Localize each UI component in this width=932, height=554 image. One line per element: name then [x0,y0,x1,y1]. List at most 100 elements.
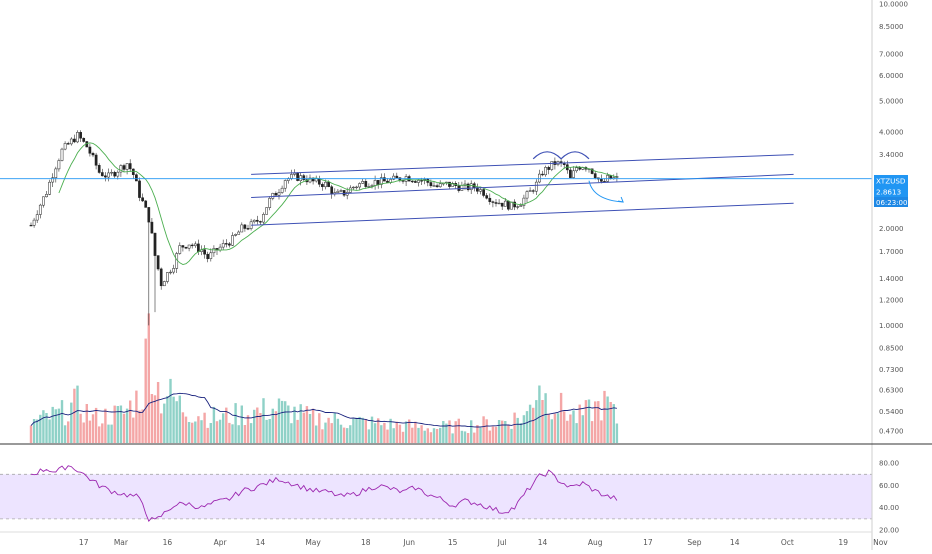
volume-bar [408,419,411,443]
volume-bar [528,404,532,443]
volume-bar [203,412,206,443]
date-tick-label: 14 [730,538,740,547]
head-shoulder-arc [532,151,562,160]
volume-bar [36,419,39,443]
candle-body [51,177,55,183]
volume-bar [361,417,364,443]
volume-bar [73,388,76,443]
candle-body [73,138,76,143]
volume-bar [463,431,467,443]
candle-body [569,169,572,178]
volume-bar [141,409,144,443]
volume-bar [32,419,36,443]
candle-body [376,180,380,185]
volume-bar [274,411,278,443]
volume-bar [615,423,619,443]
candle-body [91,153,95,156]
candle-body [435,185,439,188]
date-tick-label: 19 [838,538,848,547]
volume-bar [584,400,588,443]
volume-bar [240,405,243,443]
candle-body [373,180,377,186]
volume-bar [290,423,293,443]
candle-body [283,180,287,189]
candle-body [193,243,197,247]
volume-bar [603,390,606,443]
candle-body [296,172,299,181]
volume-bar [370,416,374,443]
volume-bar [401,431,405,443]
volume-bar [587,399,591,443]
candle-body [79,132,82,139]
volume-bar [501,420,504,443]
date-tick-label: 18 [361,538,371,547]
volume-bar [222,413,225,443]
volume-bar [67,421,70,443]
candle-body [224,243,228,245]
candle-body [274,193,278,196]
volume-bar [445,423,448,443]
candles-group [29,130,619,326]
price-tick-label: 0.8500 [879,345,904,353]
volume-bar [519,423,522,443]
candle-body [45,194,48,198]
candle-body [364,181,368,187]
volume-bar [442,421,445,443]
volume-bar [88,420,92,443]
volume-bar [513,412,516,443]
moving-average-group [58,142,618,265]
volume-bar [488,430,491,443]
volume-bar [98,426,101,443]
volume-bar [466,433,470,443]
volume-bar [191,422,194,443]
volume-bar [333,412,336,443]
candle-body [113,172,117,177]
volume-bar [225,407,228,443]
volume-bar [175,401,178,443]
candle-body [240,224,244,233]
channel-middle-line [251,173,794,198]
countdown-badge [874,197,908,207]
date-tick-label: 17 [643,538,653,547]
volume-bar [271,408,274,443]
price-tick-label: 10.0000 [879,1,908,9]
volume-bar [476,425,479,443]
volume-bar [156,382,160,443]
volume-bar [318,413,321,443]
volume-bar [612,404,615,443]
volume-bar [479,427,482,443]
candle-body [82,137,86,142]
candle-body [76,132,79,143]
candle-body [460,185,464,191]
candle-body [144,200,148,208]
rsi-line-group [30,465,618,522]
candle-body [265,207,268,215]
candle-body [497,202,501,205]
candle-body [432,185,436,187]
candle-body [162,281,166,287]
candle-body [268,198,272,208]
candle-body [88,146,92,154]
volume-bar [302,412,305,443]
volume-bar [70,402,73,443]
volume-bar [423,430,426,443]
volume-bar [135,390,138,443]
candle-body [246,228,250,230]
volume-bar [547,413,550,443]
candle-body [94,154,98,166]
symbol-badge [874,175,908,186]
candle-body [544,167,547,176]
volume-bar [491,426,495,443]
volume-bar [392,428,395,443]
volume-bar [330,423,333,443]
candle-body [156,255,160,270]
volume-bar [373,423,377,443]
candle-body [414,181,417,183]
candle-body [100,172,104,177]
volume-bar [116,406,119,443]
candle-body [178,245,182,254]
candle-body [590,168,594,174]
